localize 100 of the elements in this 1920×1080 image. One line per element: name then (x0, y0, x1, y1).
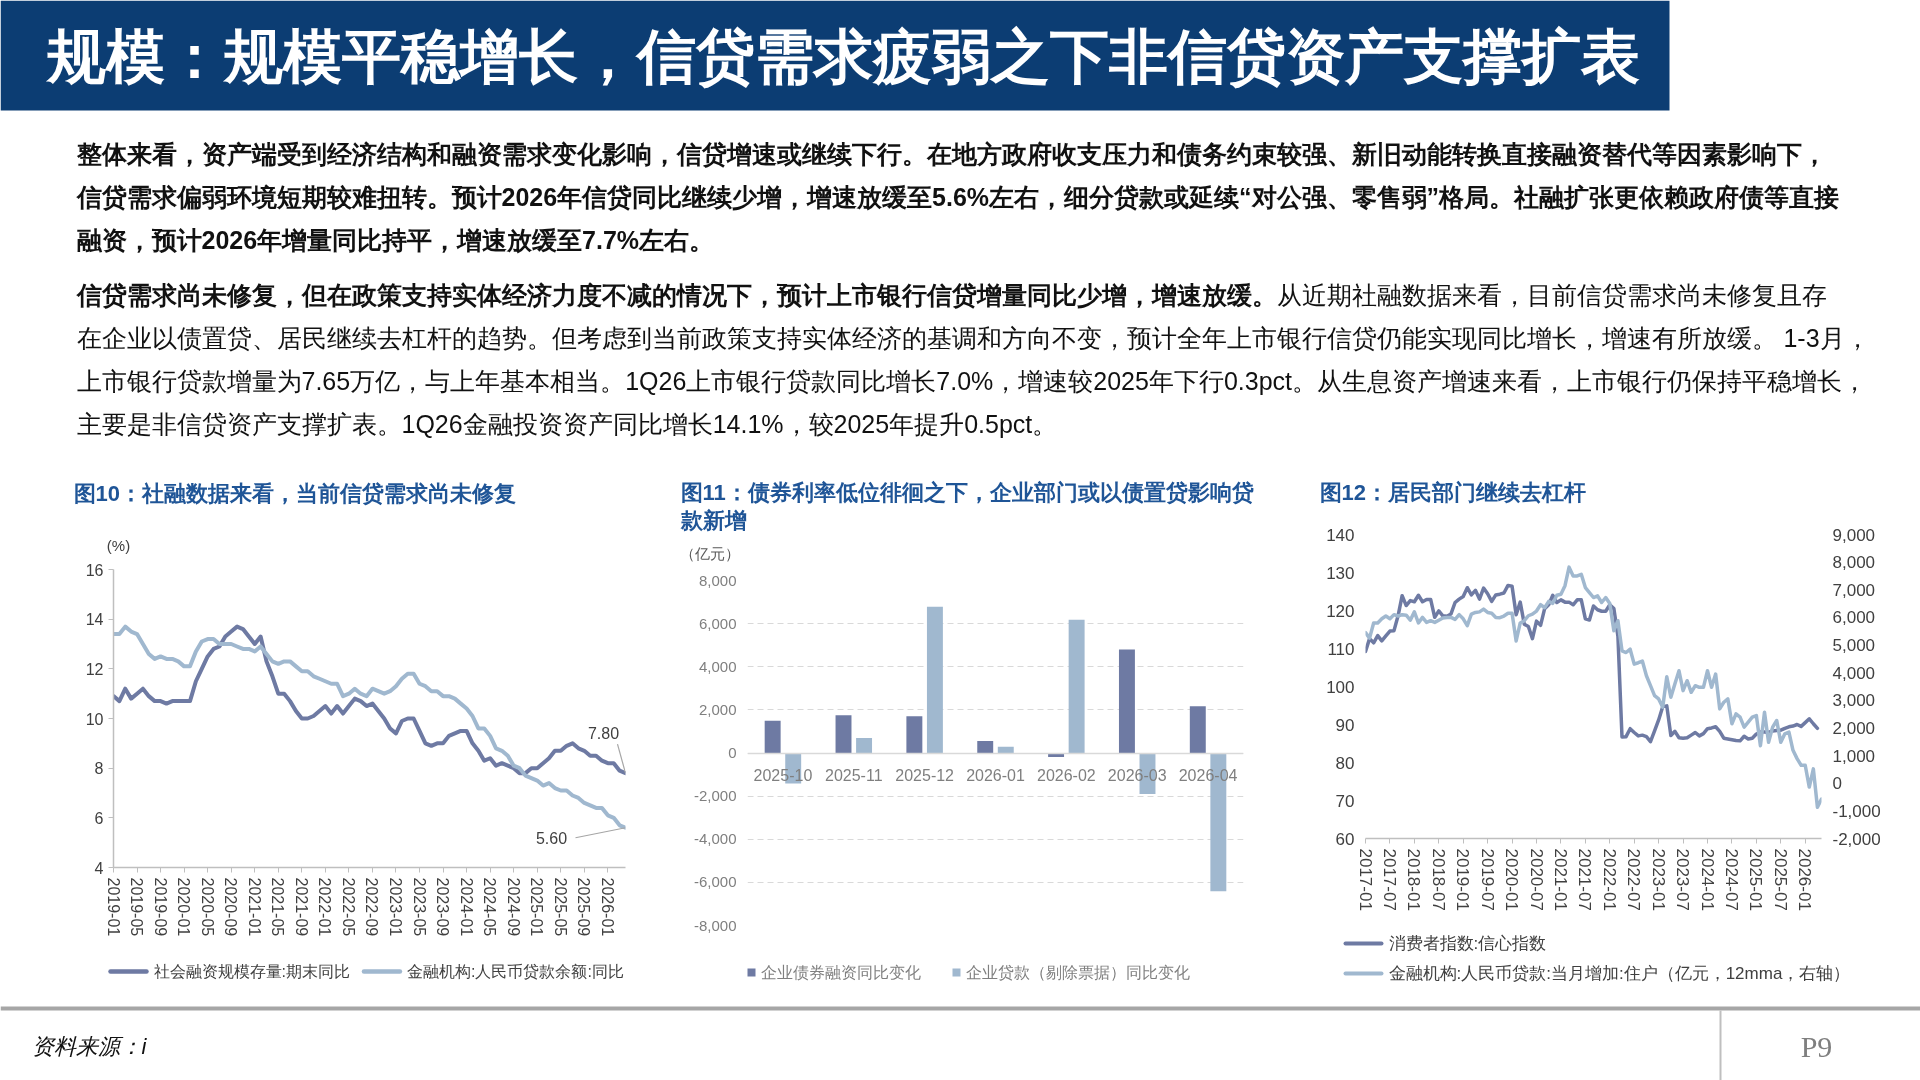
legend-label: 金融机构:人民币贷款:当月增加:住户（亿元，12mma，右轴） (1388, 964, 1851, 983)
y-tick-label: 8 (94, 760, 104, 778)
y-tick-label: 70 (1335, 791, 1355, 811)
y-tick-label: 14 (85, 611, 104, 629)
x-tick-label: 2026-01 (1795, 848, 1815, 911)
chart-title: 图10：社融数据来看，当前信贷需求尚未修复 (73, 481, 516, 506)
legend-label: 金融机构:人民币贷款余额:同比 (406, 963, 624, 980)
x-tick-label: 2026-02 (1037, 767, 1096, 784)
x-tick-label: 2024-05 (481, 877, 499, 937)
x-tick-label: 2025-05 (551, 877, 569, 937)
x-tick-label: 2026-01 (966, 767, 1025, 784)
x-tick-label: 2024-01 (1697, 848, 1717, 911)
x-tick-label: 2019-07 (1477, 848, 1497, 911)
x-tick-label: 2017-07 (1379, 848, 1399, 911)
y-tick-label: 120 (1326, 601, 1355, 621)
x-tick-label: 2020-09 (222, 877, 240, 937)
annotation: 7.80 (587, 725, 620, 743)
x-tick-label: 2019-05 (128, 877, 146, 937)
x-tick-label: 2020-05 (198, 877, 216, 937)
x-tick-label: 2019-09 (151, 877, 169, 937)
y-tick-label: 140 (1326, 525, 1355, 545)
bar (856, 738, 873, 753)
y-tick-label: 12 (85, 660, 104, 678)
x-tick-label: 2024-09 (504, 877, 522, 937)
bar (1189, 706, 1206, 753)
x-tick-label: 2025-01 (1746, 848, 1766, 911)
legend-label: 企业贷款（剔除票据）同比变化 (965, 964, 1190, 981)
x-tick-label: 2023-01 (1648, 848, 1668, 911)
x-tick-label: 2025-01 (528, 877, 546, 937)
x-tick-label: 2017-01 (1355, 848, 1375, 911)
y-axis-title: (%) (106, 537, 131, 554)
x-tick-label: 2020-01 (175, 877, 193, 937)
y-tick-label: 60 (1335, 829, 1355, 849)
x-tick-label: 2023-01 (386, 877, 404, 937)
y2-tick-label: 4,000 (1832, 663, 1876, 683)
text: 规模：规模平稳增长，信贷需求疲弱之下非信贷资产支撑扩表 (44, 23, 1640, 90)
x-tick-label: 2018-01 (1404, 848, 1424, 911)
x-tick-label: 2022-01 (1599, 848, 1619, 911)
y-tick-label: 80 (1335, 753, 1355, 773)
line-series (1365, 565, 1822, 810)
y2-tick-label: -2,000 (1832, 829, 1881, 849)
y2-tick-label: 8,000 (1832, 553, 1876, 573)
y-axis-title: （亿元） (679, 545, 740, 562)
annotation: 5.60 (535, 829, 568, 847)
y-tick-label: 130 (1326, 563, 1355, 583)
y2-tick-label: 9,000 (1832, 525, 1876, 545)
bar (997, 746, 1014, 753)
y-tick-label: 8,000 (698, 571, 737, 589)
x-tick-label: 2019-01 (1453, 848, 1473, 911)
y-tick-label: 100 (1326, 677, 1355, 697)
y-tick-label: -2,000 (693, 787, 737, 805)
x-tick-label: 2024-01 (457, 877, 475, 937)
line-series (113, 624, 626, 776)
y-tick-label: -6,000 (693, 873, 737, 891)
x-tick-label: 2021-07 (1575, 848, 1595, 911)
x-tick-label: 2021-01 (245, 877, 263, 937)
y2-tick-label: 6,000 (1832, 608, 1876, 628)
text: 整体来看，资产端受到经济结构和融资需求变化影响，信贷增速或继续下行。在地方政府收支压力和债务约束较强、新旧动能转换直接融资替代等因素影响下，信贷需求偏弱环境短期较难扭转。预计2026年信贷同比继续少增，增速放缓至5.6%左右，细分贷款或延续“对公强、零售弱”格局。社融扩张更依赖政府债等直接融资，预计2026年增量同比持平，增速放缓至7.7%左右。 (75, 139, 1840, 254)
legend-label: 消费者指数:信心指数 (1388, 934, 1547, 953)
y2-tick-label: 3,000 (1832, 691, 1876, 711)
x-tick-label: 2022-01 (316, 877, 334, 937)
x-tick-label: 2026-01 (598, 877, 616, 937)
y2-tick-label: 5,000 (1832, 636, 1876, 656)
bar (926, 606, 943, 753)
y-tick-label: -8,000 (693, 916, 737, 934)
bar (764, 720, 781, 753)
y-tick-label: 4,000 (698, 657, 737, 675)
y-tick-label: 4 (94, 859, 104, 877)
x-tick-label: 2021-01 (1550, 848, 1570, 911)
y2-tick-label: 7,000 (1832, 580, 1876, 600)
x-tick-label: 2022-09 (363, 877, 381, 937)
legend-label: 企业债券融资同比变化 (760, 964, 921, 981)
y-tick-label: 90 (1335, 715, 1355, 735)
line-series (1365, 583, 1820, 744)
x-tick-label: 2022-05 (339, 877, 357, 937)
y-tick-label: 6 (94, 809, 104, 827)
x-tick-label: 2018-07 (1428, 848, 1448, 911)
bar (906, 716, 923, 753)
x-tick-label: 2023-05 (410, 877, 428, 937)
y-tick-label: 0 (728, 744, 737, 761)
bar (1118, 649, 1135, 753)
text: 信贷需求尚未修复，但在政策支持实体经济力度不减的情况下，预计上市银行信贷增量同比少增，增速放缓。 (75, 280, 1277, 309)
y-tick-label: -4,000 (693, 830, 737, 848)
x-tick-label: 2020-01 (1502, 848, 1522, 911)
y-tick-label: 110 (1327, 639, 1355, 659)
bar (835, 715, 852, 753)
x-tick-label: 2025-09 (575, 877, 593, 937)
line-series (113, 624, 626, 830)
chart-title: 图11：债券利率低位徘徊之下，企业部门或以债置贷影响贷款新增 (679, 480, 1254, 533)
x-tick-label: 2021-05 (269, 877, 287, 937)
y-tick-label: 6,000 (698, 614, 737, 632)
x-tick-label: 2023-09 (434, 877, 452, 937)
bar (1068, 619, 1085, 753)
y2-tick-label: 1,000 (1832, 746, 1876, 766)
x-tick-label: 2025-12 (895, 767, 955, 784)
y2-tick-label: 0 (1832, 774, 1842, 794)
y-tick-label: 16 (85, 561, 104, 579)
chart-title: 图12：居民部门继续去杠杆 (1319, 480, 1586, 505)
x-tick-label: 2025-07 (1770, 848, 1790, 911)
text: P9 (1800, 1030, 1833, 1063)
